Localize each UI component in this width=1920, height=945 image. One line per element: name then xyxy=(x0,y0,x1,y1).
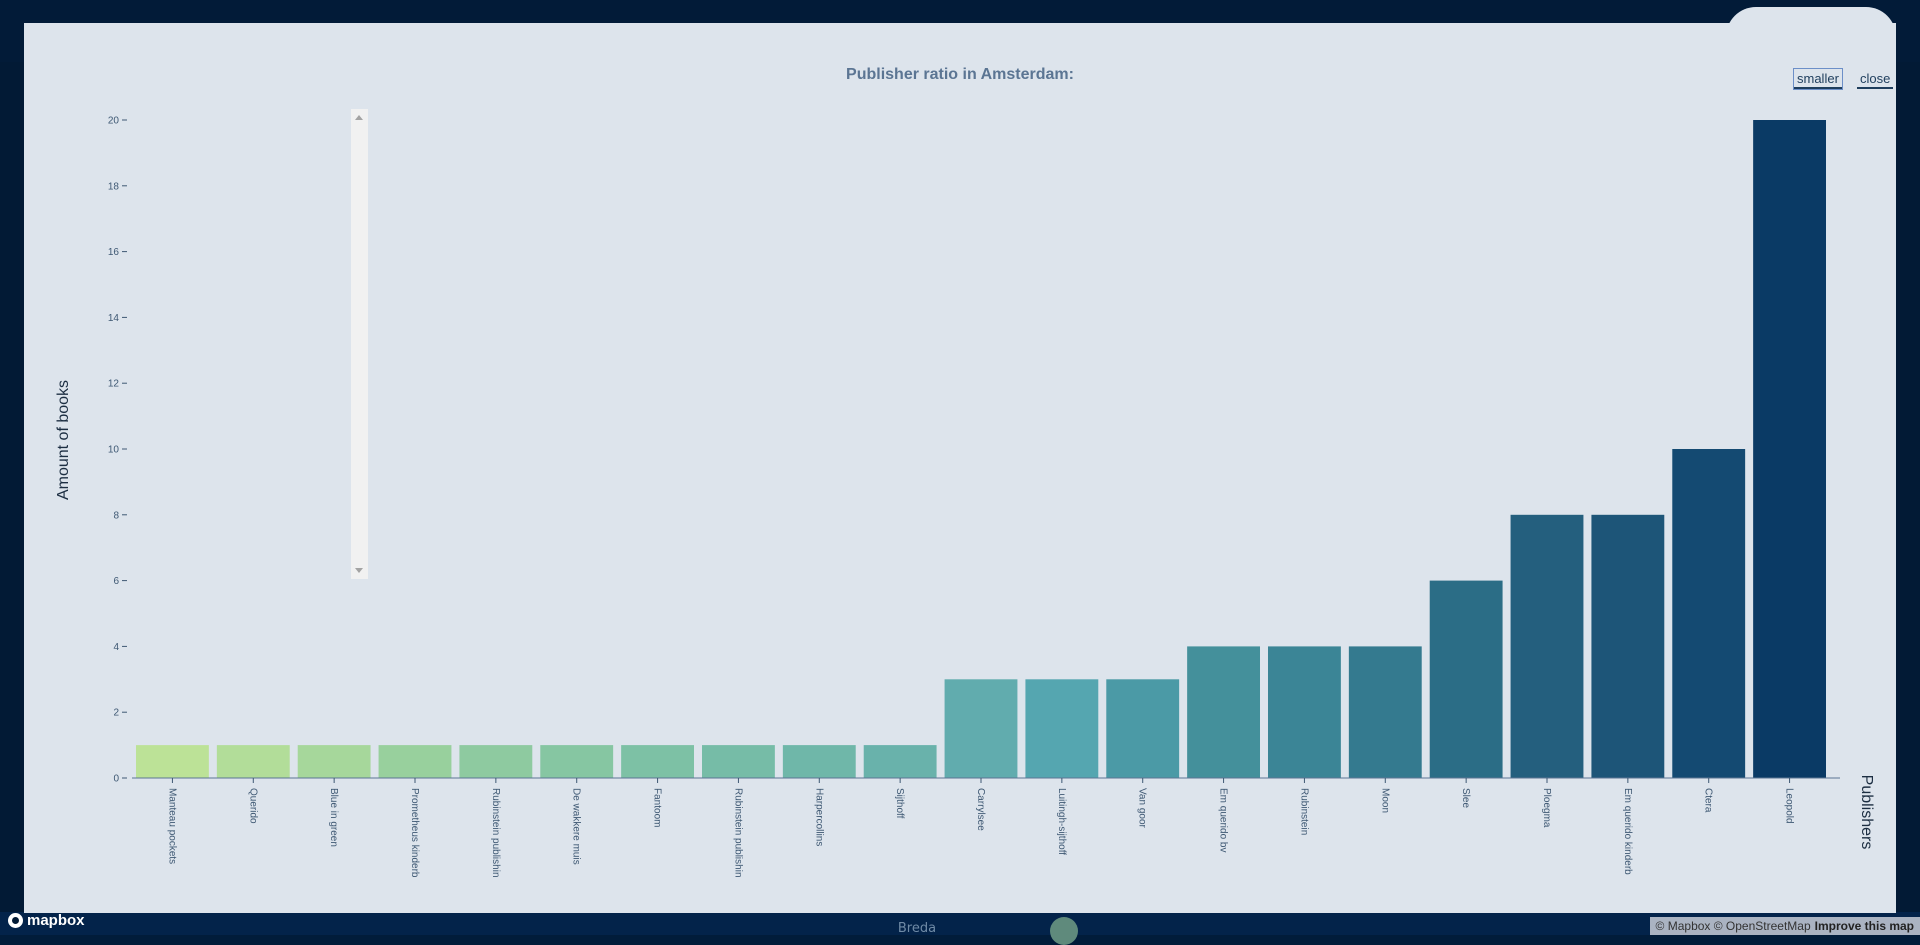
x-tick-label: Sijthoff xyxy=(894,788,905,819)
mapbox-logo-icon xyxy=(8,912,23,928)
y-tick-label: 14 xyxy=(108,313,120,324)
bar[interactable] xyxy=(1753,120,1826,778)
improve-map-link[interactable]: Improve this map xyxy=(1814,919,1914,933)
mapbox-logo[interactable]: mapbox xyxy=(8,910,85,930)
x-tick-label: Carrylsee xyxy=(975,788,986,831)
smaller-button[interactable]: smaller xyxy=(1793,68,1843,90)
y-tick-label: 10 xyxy=(108,445,120,456)
x-tick-label: Rubinstein xyxy=(1298,788,1309,835)
bar[interactable] xyxy=(1591,514,1665,778)
bars xyxy=(136,120,1826,778)
bar[interactable] xyxy=(136,745,209,778)
chart-title: Publisher ratio in Amsterdam: xyxy=(846,66,1074,83)
bar[interactable] xyxy=(1348,646,1422,778)
y-tick-label: 16 xyxy=(108,247,120,258)
y-tick-label: 2 xyxy=(113,708,119,719)
bar[interactable] xyxy=(863,745,937,778)
bar[interactable] xyxy=(540,745,614,778)
bar[interactable] xyxy=(1106,679,1180,778)
bar[interactable] xyxy=(1268,646,1341,778)
x-tick-label: Em querido kinderb xyxy=(1622,788,1633,875)
x-tick-label: Prometheus kinderb xyxy=(409,788,420,878)
scroll-up-icon[interactable] xyxy=(355,115,363,120)
x-tick-label: Ploegma xyxy=(1541,788,1552,828)
x-tick-label: Moon xyxy=(1379,788,1390,813)
attribution-text: © Mapbox © OpenStreetMap xyxy=(1655,919,1811,933)
bar[interactable] xyxy=(1429,580,1503,778)
x-tick-label: Querido xyxy=(247,788,258,824)
map-city-label: Breda xyxy=(897,921,937,936)
y-tick-label: 12 xyxy=(108,379,120,390)
x-tick-label: Luitingh-sijthoff xyxy=(1056,788,1067,855)
x-tick-label: Em querido bv xyxy=(1218,788,1229,852)
map-attribution: © Mapbox © OpenStreetMap Improve this ma… xyxy=(1649,917,1920,935)
bar[interactable] xyxy=(944,679,1018,778)
y-tick-label: 20 xyxy=(108,116,120,127)
y-tick-label: 0 xyxy=(113,774,119,785)
x-tick-label: Fantoom xyxy=(652,788,663,827)
bar[interactable] xyxy=(216,745,290,778)
x-tick-label: Slee xyxy=(1460,788,1471,808)
map-bottom-strip xyxy=(0,912,1920,935)
bar[interactable] xyxy=(1187,646,1260,778)
y-axis-label: Amount of books xyxy=(55,380,72,500)
x-tick-label: Van goor xyxy=(1137,788,1148,829)
bar[interactable] xyxy=(702,745,775,778)
bar[interactable] xyxy=(1510,514,1584,778)
y-tick-label: 18 xyxy=(108,181,120,192)
scrollbar[interactable] xyxy=(351,109,368,579)
y-axis: 0 2 4 6 8 10 12 14 16 18 20 xyxy=(108,116,127,785)
x-axis-label: Publishers xyxy=(1858,775,1875,850)
bar[interactable] xyxy=(1025,679,1099,778)
x-tick-label: Ctera xyxy=(1703,788,1714,813)
x-tick-label: Manteau pockets xyxy=(166,788,177,864)
chart-panel: smaller close Publisher ratio in Amsterd… xyxy=(24,23,1896,913)
mapbox-logo-text: mapbox xyxy=(27,911,85,929)
bar[interactable] xyxy=(621,745,694,778)
bar[interactable] xyxy=(378,745,452,778)
y-tick-label: 6 xyxy=(113,576,119,587)
close-button[interactable]: close xyxy=(1857,69,1894,89)
x-tick-label: Leopold xyxy=(1784,788,1795,824)
bar[interactable] xyxy=(1672,449,1746,778)
scroll-down-icon[interactable] xyxy=(355,568,363,573)
x-tick-label: Rubinstein publishin xyxy=(732,788,743,878)
bar[interactable] xyxy=(459,745,533,778)
x-tick-label: De wakkere muis xyxy=(571,788,582,865)
x-tick-label: Blue in green xyxy=(328,788,339,847)
x-tick-label: Harpercollins xyxy=(813,788,824,846)
bar-chart: Publisher ratio in Amsterdam: 0 2 4 6 8 10 12 1… xyxy=(55,66,1875,878)
bar[interactable] xyxy=(782,745,856,778)
bar[interactable] xyxy=(297,745,371,778)
x-tick-label: Rubinstein publishin xyxy=(490,788,501,878)
x-axis: Manteau pockets Querido Blue in green Prome… xyxy=(166,778,1795,878)
y-tick-label: 4 xyxy=(113,642,119,653)
y-tick-label: 8 xyxy=(113,510,119,521)
